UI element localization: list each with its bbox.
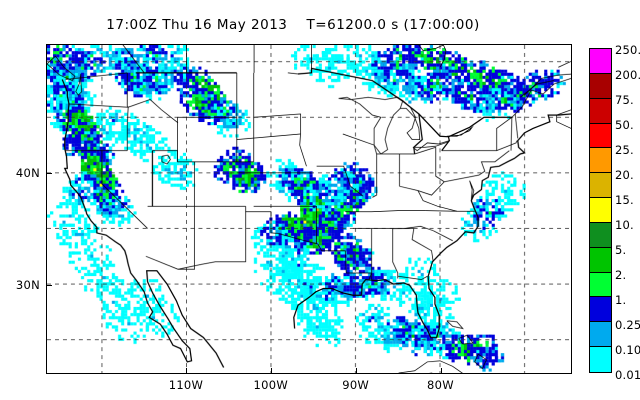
- colorbar-band[interactable]: [590, 73, 611, 99]
- colorbar-tick-label: 0.01: [615, 368, 640, 382]
- colorbar-band[interactable]: [590, 347, 611, 372]
- colorbar-band[interactable]: [590, 322, 611, 348]
- colorbar-tick-label: 20.: [615, 168, 634, 182]
- y-axis-tick-label: 40N: [15, 165, 40, 180]
- x-axis-tick-mark: [270, 368, 272, 374]
- x-axis-tick-mark: [440, 368, 442, 374]
- colorbar-band[interactable]: [590, 173, 611, 199]
- colorbar-tick-label: 10.: [615, 218, 634, 232]
- y-axis-tick-mark: [46, 284, 52, 286]
- colorbar-band[interactable]: [590, 247, 611, 273]
- colorbar-band[interactable]: [590, 98, 611, 124]
- colorbar-band[interactable]: [590, 49, 611, 74]
- map-plot-area[interactable]: [46, 44, 572, 374]
- x-axis-tick-label: 90W: [342, 378, 370, 392]
- colorbar-tick-label: 25.: [615, 143, 634, 157]
- x-axis-tick-mark: [185, 368, 187, 374]
- colorbar-band[interactable]: [590, 297, 611, 323]
- x-axis-tick-label: 100W: [253, 378, 289, 392]
- x-axis-tick-label: 80W: [427, 378, 454, 392]
- page-title: 17:00Z Thu 16 May 2013 T=61200.0 s (17:0…: [106, 17, 480, 33]
- colorbar-tick-label: 5.: [615, 243, 627, 257]
- colorbar-tick-label: 0.25: [615, 318, 640, 332]
- precipitation-map-canvas[interactable]: [47, 45, 571, 373]
- colorbar-tick-label: 1.: [615, 293, 627, 307]
- y-axis-tick-mark: [46, 172, 52, 174]
- y-axis-tick-label: 30N: [15, 277, 40, 292]
- colorbar-band[interactable]: [590, 222, 611, 248]
- x-axis-tick-mark: [355, 368, 357, 374]
- colorbar-tick-label: 50.: [615, 118, 634, 132]
- colorbar[interactable]: [589, 48, 612, 373]
- x-axis-tick-label: 110W: [168, 378, 204, 392]
- colorbar-band[interactable]: [590, 148, 611, 174]
- colorbar-band[interactable]: [590, 198, 611, 223]
- colorbar-tick-label: 0.10: [615, 343, 640, 357]
- colorbar-band[interactable]: [590, 272, 611, 298]
- colorbar-tick-label: 75.: [615, 93, 634, 107]
- colorbar-tick-label: 200.: [615, 68, 640, 82]
- colorbar-tick-label: 250.: [615, 43, 640, 57]
- colorbar-tick-label: 15.: [615, 193, 634, 207]
- colorbar-tick-label: 2.: [615, 268, 627, 282]
- colorbar-band[interactable]: [590, 123, 611, 149]
